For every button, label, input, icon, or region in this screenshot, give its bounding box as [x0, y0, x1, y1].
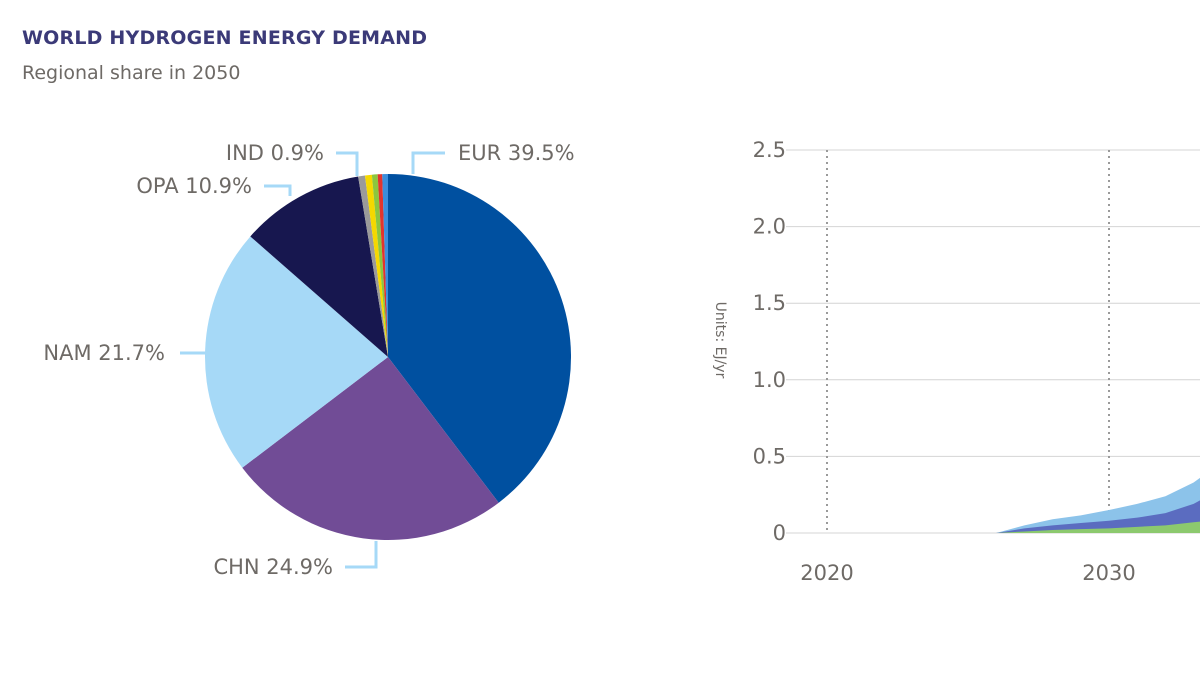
area-series [996, 521, 1200, 533]
pie-slice [204, 236, 388, 468]
leader-line [345, 541, 378, 569]
slice-label: OPA 10.9% [136, 174, 252, 198]
x-tick-label: 2020 [800, 561, 853, 585]
chart-title: WORLD HYDROGEN ENERGY DEMAND [22, 27, 428, 49]
y-tick-label: 1.0 [753, 368, 786, 392]
pie-slice [377, 174, 388, 357]
pie-slice [242, 357, 499, 541]
y-tick-label: 2.5 [753, 138, 786, 162]
leader-line [336, 151, 359, 176]
leader-line [411, 151, 445, 174]
y-unit-label: Units: EJ/yr [712, 302, 728, 379]
y-tick-label: 2.0 [753, 215, 786, 239]
y-tick-label: 1.5 [753, 291, 786, 315]
y-tick-label: 0.5 [753, 444, 786, 468]
leader-line [264, 184, 292, 196]
pie-slice [250, 176, 388, 357]
slice-label: IND 0.9% [226, 141, 324, 165]
area-series [996, 500, 1200, 533]
pie-slice [382, 174, 388, 357]
slice-label: CHN 24.9% [213, 555, 333, 579]
slice-label: EUR 39.5% [458, 141, 575, 165]
x-tick-label: 2030 [1082, 561, 1135, 585]
chart-subtitle: Regional share in 2050 [22, 62, 241, 84]
pie-slice [388, 174, 572, 503]
y-tick-label: 0 [773, 521, 786, 545]
slice-label: NAM 21.7% [43, 341, 165, 365]
pie-slice [358, 175, 388, 357]
pie-slice [371, 174, 388, 357]
pie-slice [364, 174, 388, 357]
